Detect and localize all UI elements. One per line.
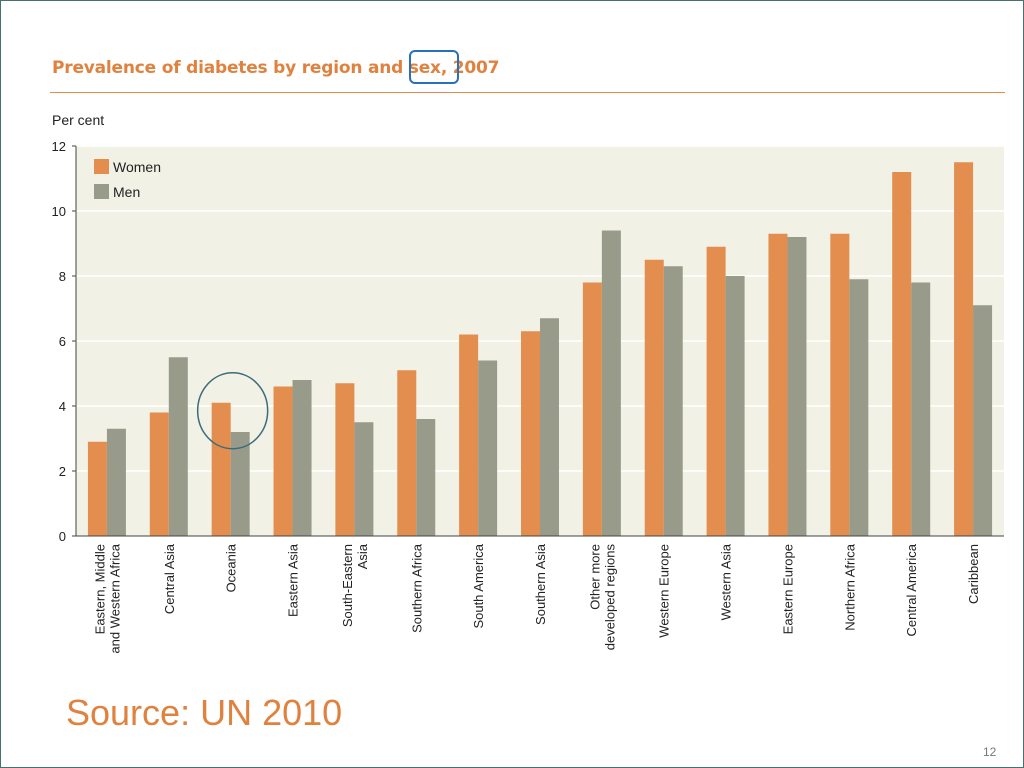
bar-men-10 — [725, 276, 745, 536]
year-highlight-box — [409, 50, 459, 84]
x-tick-label-line: Caribbean — [966, 544, 981, 604]
bar-men-3 — [292, 380, 312, 536]
bar-men-0 — [106, 428, 126, 536]
bar-women-0 — [87, 441, 107, 536]
x-tick-label-4: South-Eastern Asia — [340, 543, 370, 627]
oceania-highlight-circle — [196, 372, 269, 450]
bar-men-14 — [973, 305, 993, 536]
x-tick-label-6: South America — [471, 543, 486, 628]
x-tick-label-line: Southern Asia — [533, 543, 548, 625]
bar-men-9 — [663, 266, 683, 536]
bar-men-11 — [787, 237, 807, 536]
legend-label-women: Women — [113, 159, 161, 175]
x-tick-label-line: and Western Africa — [107, 543, 122, 653]
x-tick-label-line: Central Asia — [162, 543, 177, 614]
y-tick-label: 2 — [59, 464, 66, 479]
bar-women-11 — [768, 233, 788, 536]
x-tick-label-line: Southern Africa — [409, 543, 424, 633]
y-unit-label: Per cent — [52, 112, 105, 128]
x-tick-label-1: Central Asia — [162, 543, 177, 614]
x-tick-label-11: Eastern Europe — [780, 544, 795, 634]
title-rule — [50, 92, 1005, 93]
y-tick-label: 12 — [52, 139, 66, 154]
x-tick-label-line: Eastern, Middle — [92, 544, 107, 634]
bar-men-8 — [601, 230, 621, 536]
bar-women-7 — [521, 331, 540, 536]
bar-women-12 — [830, 233, 850, 536]
legend-swatch-women — [94, 159, 109, 174]
bar-men-4 — [354, 422, 374, 536]
x-tick-label-line: Northern Africa — [842, 543, 857, 630]
bar-men-1 — [168, 357, 188, 536]
bar-women-3 — [273, 386, 293, 536]
x-tick-label-line: South-Eastern — [340, 544, 355, 627]
x-tick-label-line: Western Asia — [719, 543, 734, 620]
bar-women-9 — [644, 259, 664, 536]
x-tick-label-line: Western Europe — [657, 544, 672, 638]
x-tick-label-line: Central America — [904, 543, 919, 636]
x-tick-label-3: Eastern Asia — [286, 543, 301, 617]
y-tick-label: 8 — [59, 269, 66, 284]
bar-men-2 — [230, 432, 250, 536]
bar-women-13 — [892, 172, 912, 536]
x-tick-label-12: Northern Africa — [842, 543, 857, 630]
bar-women-5 — [397, 370, 417, 536]
bar-women-14 — [954, 162, 974, 536]
source-text: Source: UN 2010 — [66, 692, 343, 733]
bar-men-12 — [849, 279, 869, 536]
bar-men-5 — [416, 419, 436, 536]
x-tick-label-line: Asia — [355, 543, 370, 569]
x-tick-label-10: Western Asia — [719, 543, 734, 620]
x-tick-label-line: Oceania — [224, 543, 239, 592]
bar-women-10 — [706, 246, 726, 536]
x-tick-label-0: Eastern, Middle and Western Africa — [92, 543, 122, 653]
y-tick-label: 6 — [59, 334, 66, 349]
x-tick-label-7: Southern Asia — [533, 543, 548, 625]
bar-men-6 — [478, 360, 498, 536]
bar-women-8 — [582, 282, 602, 536]
page-number: 12 — [983, 745, 997, 759]
bar-men-13 — [911, 282, 931, 536]
bar-men-7 — [540, 318, 559, 536]
x-tick-label-line: developed regions — [602, 544, 617, 651]
x-tick-label-line: Eastern Europe — [780, 544, 795, 634]
bar-women-4 — [335, 383, 355, 536]
x-tick-label-line: Other more — [587, 544, 602, 610]
bar-women-1 — [149, 412, 169, 536]
legend-swatch-men — [94, 184, 109, 199]
y-tick-label: 0 — [59, 529, 66, 544]
x-tick-label-5: Southern Africa — [409, 543, 424, 633]
x-tick-label-13: Central America — [904, 543, 919, 636]
x-tick-label-14: Caribbean — [966, 544, 981, 604]
x-tick-label-9: Western Europe — [657, 544, 672, 638]
x-tick-label-2: Oceania — [224, 543, 239, 592]
y-tick-label: 10 — [52, 204, 66, 219]
bar-women-6 — [459, 334, 479, 536]
x-tick-label-line: South America — [471, 543, 486, 628]
y-tick-label: 4 — [59, 399, 66, 414]
bar-women-2 — [211, 402, 231, 536]
legend-label-men: Men — [113, 184, 140, 200]
chart-title: Prevalence of diabetes by region and sex… — [52, 58, 500, 78]
x-tick-label-8: Other more developed regions — [587, 544, 617, 651]
x-tick-label-line: Eastern Asia — [286, 543, 301, 617]
